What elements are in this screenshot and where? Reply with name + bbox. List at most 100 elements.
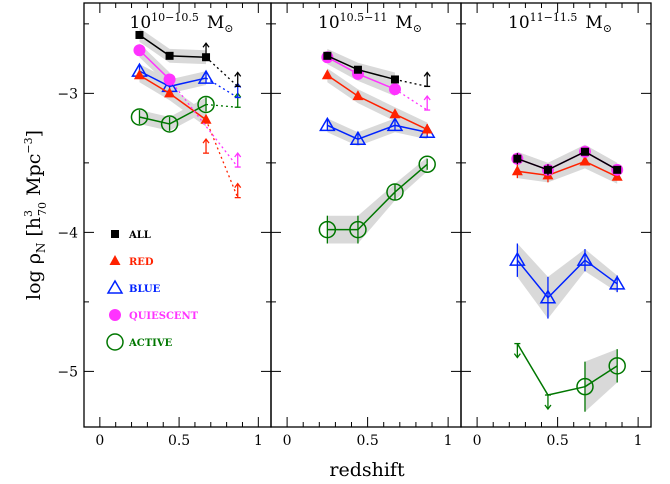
- legend-marker-active: [106, 333, 124, 351]
- panel-title-unit-sub: ⊙: [413, 22, 422, 35]
- series-active: [513, 342, 626, 412]
- legend-label-active: ACTIVE: [128, 338, 173, 349]
- series-dotted-link: [205, 56, 239, 87]
- band-blue: [517, 243, 618, 319]
- series-active: [318, 155, 436, 244]
- data-point: [388, 83, 401, 96]
- limit-arrow-head: [202, 42, 210, 48]
- panel-title-base: 10: [508, 13, 530, 33]
- series-dotted-link: [205, 77, 239, 99]
- data-point: [321, 69, 333, 80]
- axis-ticks: [271, 3, 461, 427]
- band-all: [139, 28, 207, 65]
- data-point: [576, 377, 594, 396]
- legend-label-quiescent: QUIESCENT: [129, 311, 199, 322]
- panel-title-exponent: 11−11.5: [530, 11, 578, 24]
- series-dotted-link: [394, 88, 428, 111]
- panel-title: 1010.5−11 M⊙: [318, 11, 422, 35]
- series-quiescent: [133, 44, 242, 168]
- series-limit-chain: [516, 343, 586, 396]
- series-blue: [509, 243, 626, 319]
- y-tick-label: −4: [57, 225, 78, 241]
- axis-ticks: [84, 3, 271, 427]
- series-line: [517, 160, 618, 178]
- series-line: [584, 365, 618, 388]
- data-point: [160, 115, 179, 133]
- data-point: [130, 108, 149, 126]
- data-point: [202, 53, 211, 62]
- y-tick-label: −3: [57, 86, 78, 102]
- y-axis-label-mpc: Mpc: [23, 154, 45, 202]
- x-tick-label: 0: [283, 433, 292, 449]
- series-dotted-link: [205, 103, 238, 108]
- y-axis-label-main: log ρ: [23, 253, 45, 300]
- x-axis-label: redshift: [329, 459, 405, 481]
- series-dotted-link: [394, 78, 428, 88]
- y-axis-label: log ρN [h370 Mpc−3]: [22, 130, 49, 300]
- panel-title-unit: M: [395, 13, 412, 33]
- limit-arrow-head: [234, 71, 242, 77]
- series-all: [323, 51, 431, 88]
- series-line: [327, 163, 428, 231]
- panel-title: 1011−11.5 M⊙: [508, 11, 612, 35]
- legend-label-red: RED: [129, 257, 154, 268]
- data-point: [418, 155, 436, 174]
- series-line: [516, 259, 618, 299]
- data-point: [386, 183, 404, 201]
- panel-title-unit: M: [207, 13, 224, 33]
- legend-marker-blue: [106, 279, 124, 294]
- limit-arrow-head: [202, 138, 210, 144]
- x-tick-label: 1: [634, 433, 643, 449]
- data-point: [386, 116, 404, 132]
- data-point: [579, 155, 591, 166]
- y-axis-label-mpc-sup: −3: [22, 137, 35, 153]
- band-red: [327, 68, 428, 137]
- series-line: [327, 124, 428, 141]
- chart-panel-1: 0 0.5 1 −5 −4 −3 1010−10.5 M⊙ ALL RED BLUE QUIESCEN…: [57, 2, 272, 449]
- data-point: [352, 90, 364, 101]
- panel-title-base: 10: [318, 13, 340, 33]
- data-point: [390, 75, 399, 84]
- data-point: [133, 44, 146, 57]
- data-point: [165, 51, 174, 60]
- y-tick-label: −5: [57, 364, 78, 380]
- data-point: [319, 116, 336, 132]
- data-point: [197, 69, 215, 84]
- data-point: [421, 123, 433, 134]
- data-point: [580, 147, 589, 156]
- x-tick-label: 0.5: [356, 433, 378, 449]
- series-red: [321, 69, 433, 136]
- data-point: [511, 165, 523, 176]
- x-tick-label: 0.5: [168, 433, 190, 449]
- data-point: [513, 154, 522, 163]
- y-axis-label-h-sub: 70: [36, 202, 49, 216]
- error-bands: [327, 48, 428, 244]
- data-point: [349, 130, 367, 145]
- limit-arrow-head: [234, 182, 242, 189]
- data-point: [576, 251, 594, 266]
- band-active: [139, 97, 207, 131]
- data-point: [349, 220, 367, 239]
- panel-frame: [460, 2, 652, 428]
- x-tick-label: 0: [95, 433, 104, 449]
- data-point: [135, 30, 144, 39]
- data-point: [353, 65, 362, 74]
- panel-title-unit: M: [585, 13, 602, 33]
- panel-title-exponent: 10−10.5: [151, 11, 199, 24]
- limit-arrow-head: [513, 353, 521, 359]
- limit-arrow-head: [423, 71, 431, 77]
- legend: ALL RED BLUE QUIESCENT ACTIVE: [106, 230, 199, 351]
- data-point: [509, 251, 526, 266]
- data-point: [197, 95, 215, 114]
- panel-title-exponent: 10.5−11: [340, 11, 388, 24]
- legend-marker-all: [111, 230, 119, 238]
- limit-arrow-head: [544, 404, 552, 411]
- data-point: [608, 275, 626, 290]
- data-point: [133, 69, 145, 80]
- axis-ticks: [461, 3, 651, 427]
- y-axis-label-h-sup: 3: [22, 210, 35, 217]
- series-all: [513, 147, 622, 176]
- series-line: [138, 49, 171, 80]
- y-axis-label-bracket-close: ]: [23, 130, 45, 137]
